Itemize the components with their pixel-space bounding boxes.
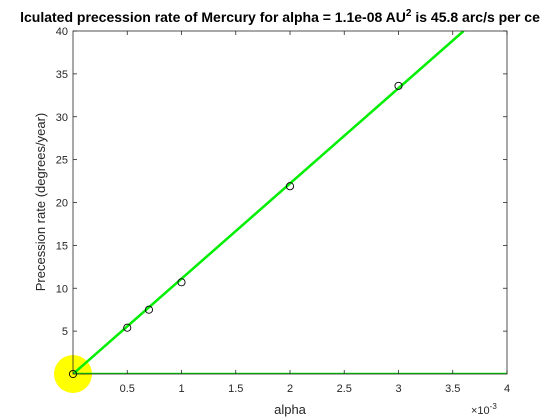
- y-tick-label: 5: [62, 326, 68, 338]
- y-tick-label: 30: [56, 112, 68, 124]
- x-tick-label: 2: [287, 383, 293, 395]
- x-tick-label: 1: [178, 383, 184, 395]
- x-tick-label: 3.5: [445, 383, 460, 395]
- chart-title: lculated precession rate of Mercury for …: [20, 8, 540, 25]
- y-tick-label: 20: [56, 198, 68, 210]
- y-tick-label: 25: [56, 155, 68, 167]
- chart-title-main: lculated precession rate of Mercury for …: [20, 9, 406, 25]
- x-tick-label: 3: [395, 383, 401, 395]
- y-tick-label: 15: [56, 240, 68, 252]
- x-axis-multiplier-base: ×10: [471, 405, 490, 417]
- x-axis-multiplier-exponent: -3: [490, 402, 498, 411]
- x-tick-label: 2.5: [337, 383, 352, 395]
- y-tick-label: 40: [56, 26, 68, 38]
- x-axis-label: alpha: [274, 402, 307, 417]
- x-tick-label: 1.5: [228, 383, 243, 395]
- x-tick-label: 0.5: [120, 383, 135, 395]
- axes-background: [73, 31, 507, 374]
- y-tick-label: 10: [56, 283, 68, 295]
- y-tick-label: 35: [56, 69, 68, 81]
- y-axis-label: Precession rate (degrees/year): [33, 113, 48, 291]
- x-tick-label: 4: [504, 383, 510, 395]
- chart-title-suffix: is 45.8 arc/s per ce: [411, 9, 540, 25]
